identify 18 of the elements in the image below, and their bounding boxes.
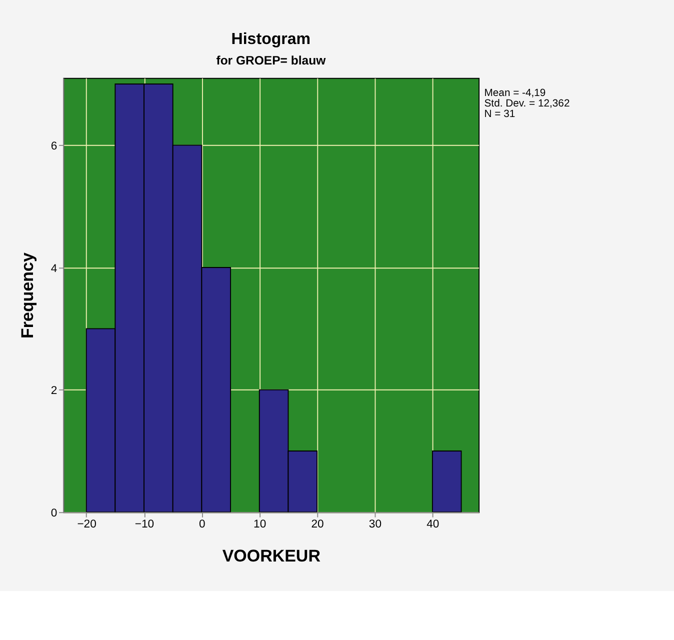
x-tick-label: 20 xyxy=(311,518,324,531)
chart-title: Histogram xyxy=(231,30,311,48)
y-tick-label: 2 xyxy=(50,385,58,398)
x-tick-label: 0 xyxy=(199,518,206,531)
x-axis-title: VOORKEUR xyxy=(222,546,320,566)
text: Std. Dev. = 12,362 xyxy=(484,98,570,110)
text: N = 31 xyxy=(484,109,516,120)
x-tick-label: −20 xyxy=(77,518,96,531)
x-tick-label: 40 xyxy=(426,518,440,531)
y-tick-label: 4 xyxy=(50,262,58,275)
x-tick-label: 10 xyxy=(254,518,266,531)
x-tick-label: 30 xyxy=(368,518,382,531)
x-tick-label: −10 xyxy=(134,518,154,531)
chart-subtitle: for GROEP= blauw xyxy=(216,54,326,68)
y-tick-label: 0 xyxy=(50,507,58,520)
y-axis-title: Frequency xyxy=(18,252,37,338)
y-tick-label: 6 xyxy=(50,140,58,152)
text: Mean = -4,19 xyxy=(484,88,546,99)
